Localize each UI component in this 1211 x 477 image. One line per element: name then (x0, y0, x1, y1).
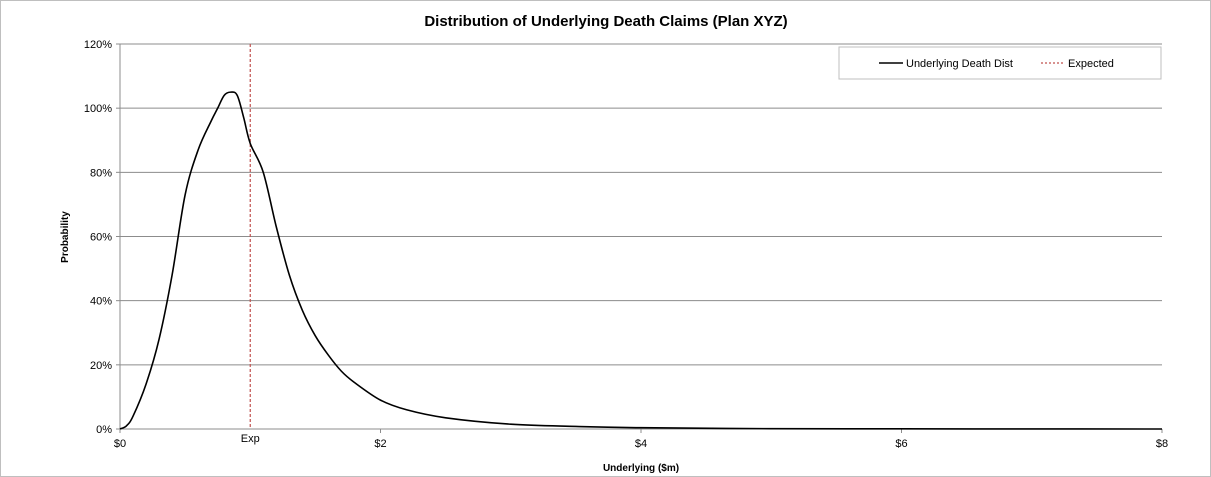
y-tick-label-6: 120% (84, 39, 112, 51)
y-tick-label-4: 80% (90, 167, 112, 179)
chart-title: Distribution of Underlying Death Claims … (424, 13, 787, 30)
legend-label-expected: Expected (1068, 58, 1114, 70)
y-tick-label-0: 0% (96, 424, 112, 436)
y-tick-label-5: 100% (84, 103, 112, 115)
legend-box (838, 46, 1162, 80)
y-tick-label-2: 40% (90, 296, 112, 308)
axes (116, 43, 1163, 433)
series-layer (119, 44, 1163, 430)
tick-labels: 0% 20% 40% 60% 80% 100% 120% $0 $2 $4 $6 $8 Exp (84, 39, 1168, 450)
expected-tick-label: Exp (241, 433, 260, 445)
x-tick-label-3: $6 (895, 438, 907, 450)
x-tick-label-1: $2 (374, 438, 386, 450)
x-axis-label: Underlying ($m) (603, 463, 679, 474)
x-tick-label-2: $4 (635, 438, 647, 450)
y-tick-label-3: 60% (90, 232, 112, 244)
series-line-underlying-death-dist (119, 91, 1163, 430)
x-tick-label-0: $0 (114, 438, 126, 450)
x-tick-label-4: $8 (1156, 438, 1168, 450)
grid-lines (120, 43, 1162, 366)
y-tick-label-1: 20% (90, 360, 112, 372)
legend: Underlying Death Dist Expected (838, 46, 1162, 80)
legend-label-dist: Underlying Death Dist (906, 58, 1013, 70)
y-axis-label: Probability (60, 211, 71, 263)
